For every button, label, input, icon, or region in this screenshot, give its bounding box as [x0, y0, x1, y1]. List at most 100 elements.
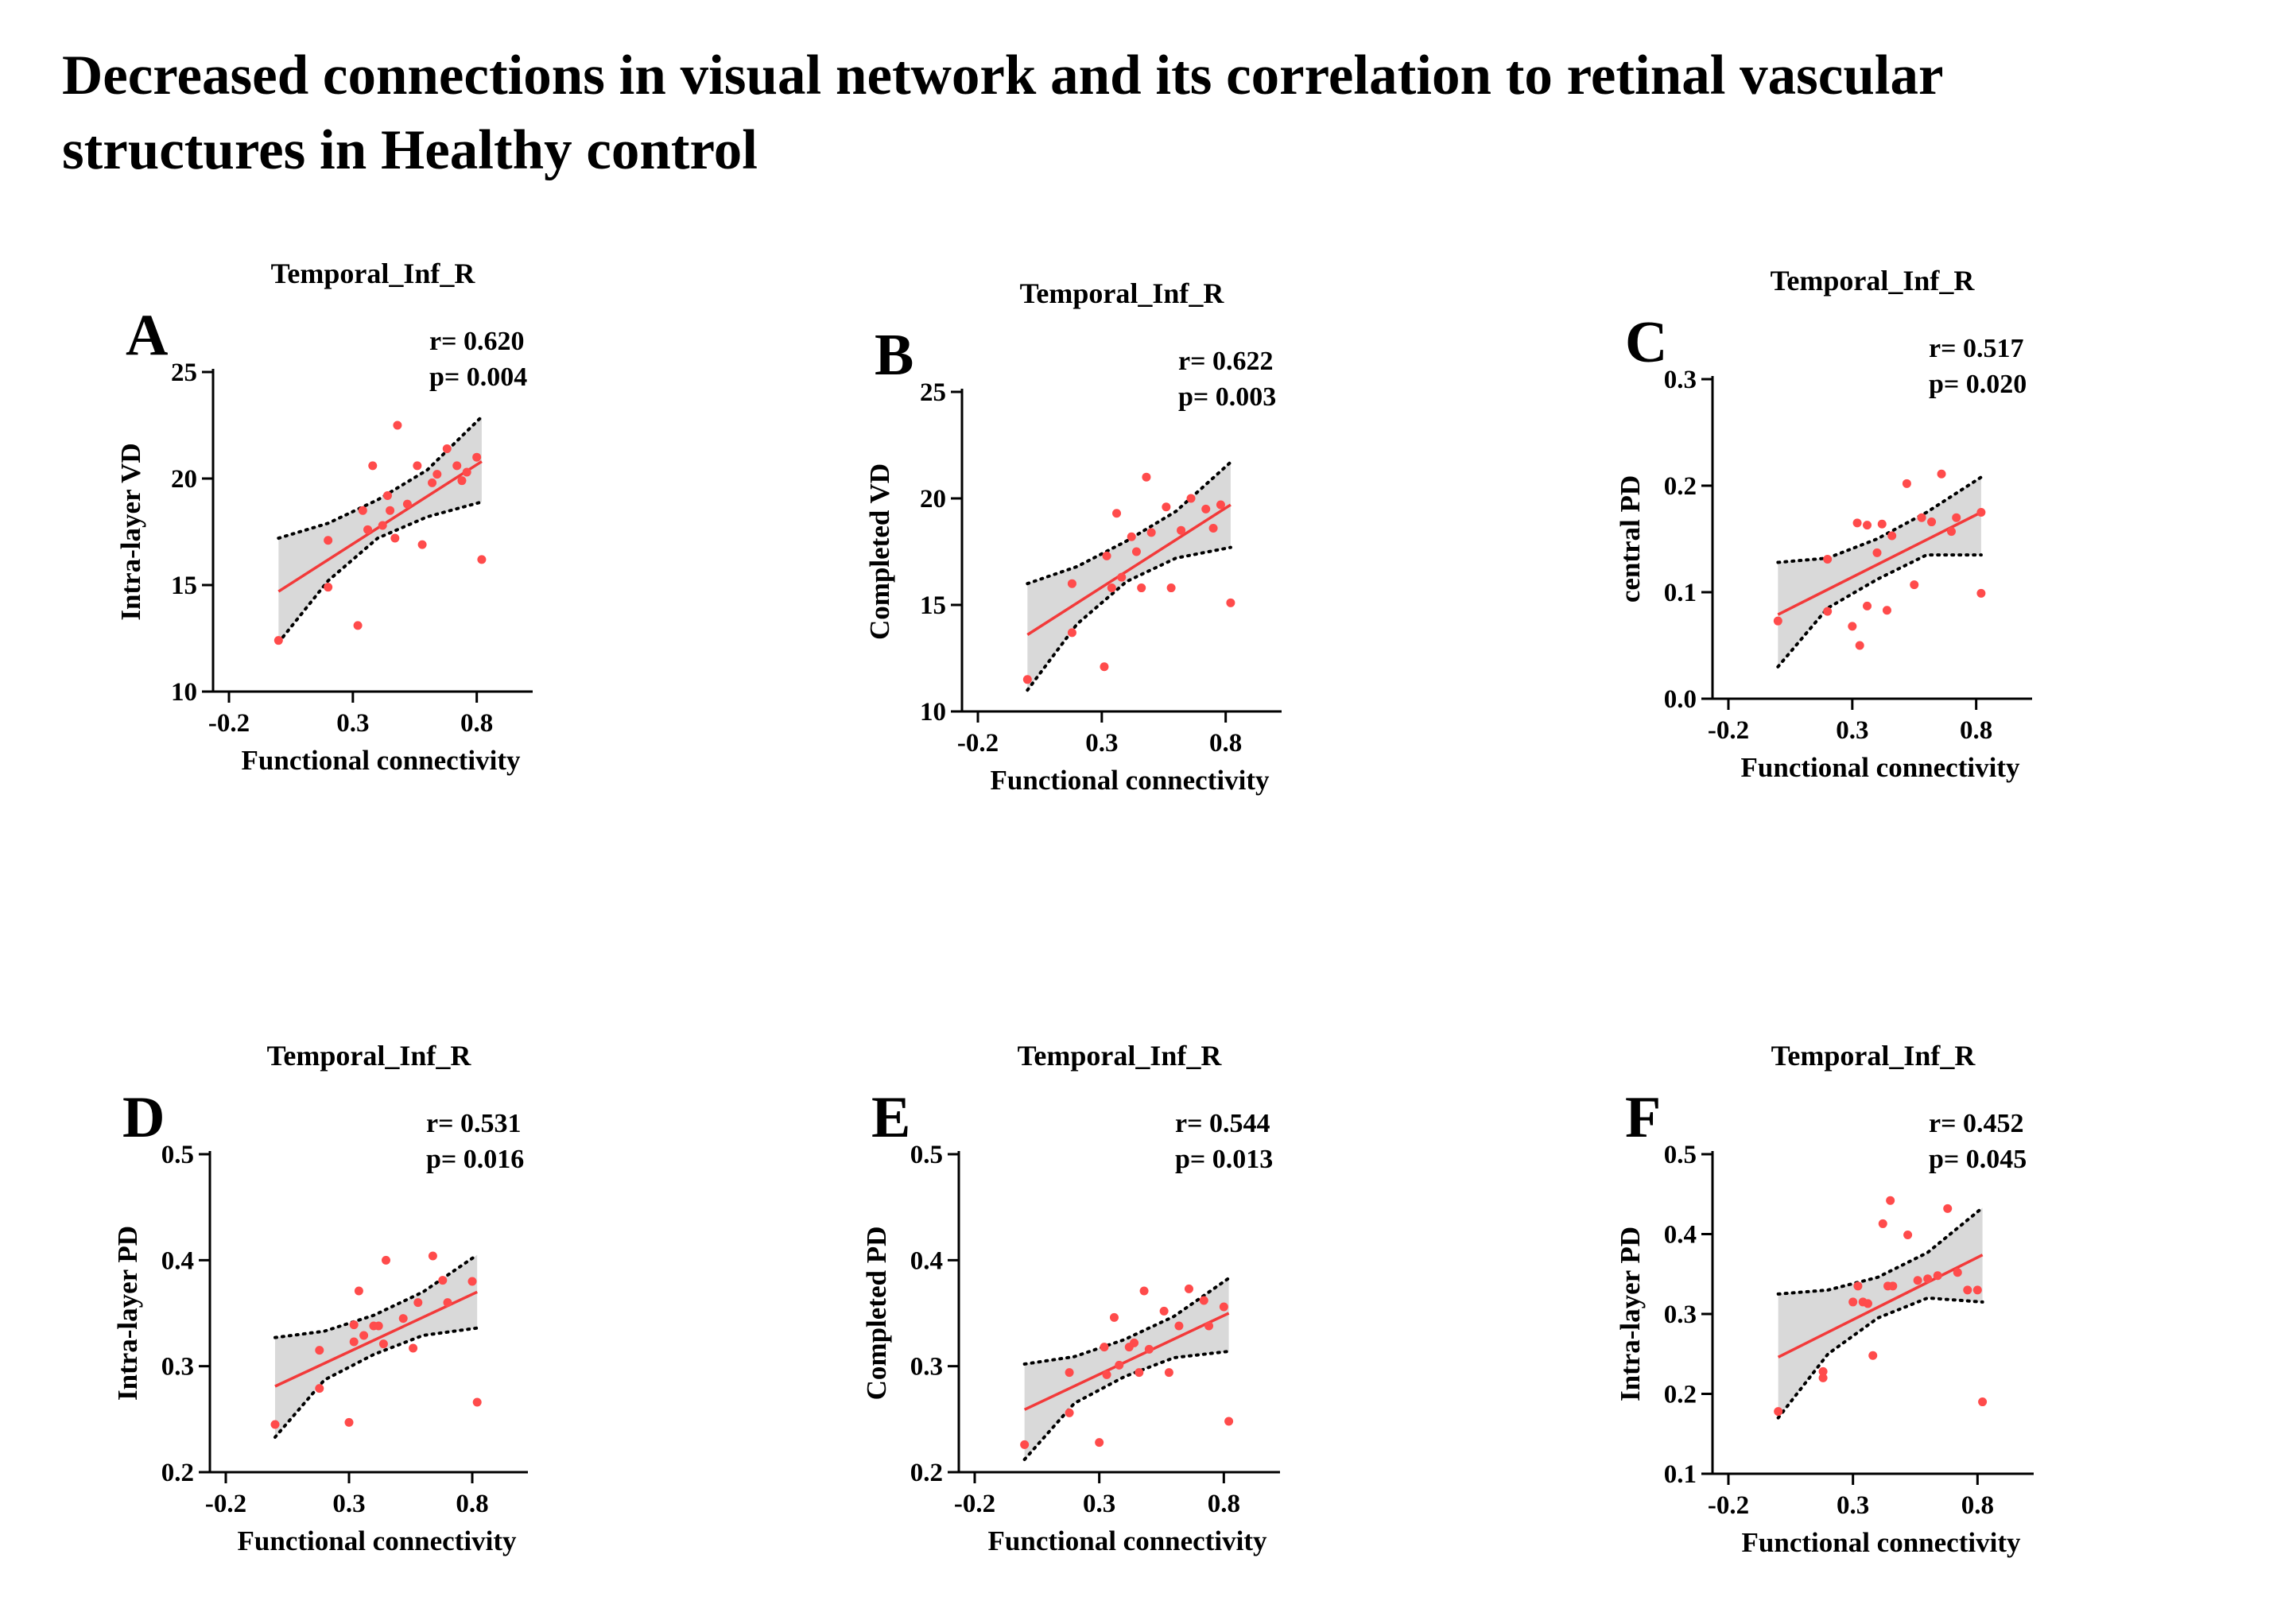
panel-a-data-point — [324, 536, 333, 545]
panel-e-regression-line — [1023, 1312, 1230, 1411]
panel-d-data-point — [472, 1397, 482, 1407]
panel-d-x-tick-label: -0.2 — [205, 1490, 246, 1518]
panel-b-data-point — [1201, 504, 1211, 514]
panel-f-data-point — [1868, 1351, 1878, 1360]
panel-b-y-axis-label: Completed VD — [864, 463, 895, 640]
panel-e-data-point — [1095, 1438, 1104, 1448]
panel-a-data-point — [472, 452, 482, 462]
panel-c-data-point — [1848, 622, 1857, 631]
panel-d-data-point — [344, 1417, 354, 1427]
panel-c-x-tick-label: 0.8 — [1960, 716, 1992, 745]
panel-b-data-point — [1137, 583, 1146, 593]
panel-a-band-upper-line — [277, 415, 483, 541]
panel-e-data-point — [1115, 1360, 1124, 1370]
panel-f-data-point — [1848, 1297, 1858, 1307]
panel-d-data-point — [315, 1346, 324, 1355]
panel-b-title: Temporal_Inf_R — [1020, 277, 1225, 309]
panel-b-data-point — [1166, 583, 1176, 593]
chart-panel-f: 0.1 0.2 0.3 0.4 0.5 -0.2 0.3 0.8 Functional conn… — [1615, 1040, 2034, 1558]
panel-d-data-point — [467, 1277, 477, 1286]
panel-d-letter: D — [122, 1085, 165, 1150]
panel-f-data-point — [1943, 1203, 1953, 1213]
panel-a-data-point — [378, 521, 387, 530]
panel-b-data-point — [1208, 524, 1218, 533]
panel-a-y-tick-label: 10 — [171, 678, 197, 707]
panel-a-data-point — [353, 621, 363, 630]
panel-c-y-axis-label: central PD — [1615, 475, 1646, 603]
panel-c-data-point — [1863, 521, 1872, 530]
panel-b-data-point — [1067, 628, 1076, 638]
panel-b-data-point — [1127, 532, 1136, 541]
panel-f-x-tick-label: 0.3 — [1837, 1491, 1869, 1520]
panel-d-regression-line — [274, 1290, 478, 1388]
panel-f-confidence-band — [1778, 1207, 1983, 1418]
panel-f-y-tick-label: 0.5 — [1664, 1141, 1697, 1169]
panel-e-data-point — [1109, 1312, 1119, 1322]
panel-e-x-tick-label: 0.8 — [1208, 1490, 1240, 1518]
panel-a-data-point — [324, 583, 333, 592]
panel-c-data-point — [1902, 479, 1911, 488]
panel-b-data-point — [1131, 547, 1141, 556]
panel-c-x-tick-label: 0.3 — [1836, 716, 1868, 745]
panel-f-data-point — [1863, 1299, 1872, 1308]
panel-c-data-point — [1927, 517, 1937, 527]
panel-c-data-point — [1852, 518, 1862, 528]
panel-e-data-point — [1164, 1368, 1173, 1378]
panel-b-data-point — [1112, 509, 1122, 518]
panel-c-data-point — [1917, 513, 1926, 522]
panel-c-letter: C — [1625, 310, 1667, 375]
panel-b-y-tick-label: 25 — [920, 378, 946, 407]
panel-d-x-tick-label: 0.3 — [332, 1490, 365, 1518]
panel-a-x-tick-label: 0.3 — [336, 709, 369, 738]
panel-c-y-tick-label: 0.3 — [1664, 366, 1697, 394]
panel-f-data-point — [1963, 1285, 1972, 1295]
panel-c-data-point — [1823, 554, 1833, 564]
panel-c-y-tick-label: 0.2 — [1664, 472, 1697, 501]
panel-e-data-point — [1130, 1338, 1139, 1347]
panel-f-data-point — [1913, 1276, 1922, 1285]
panel-c-data-point — [1937, 469, 1946, 479]
panel-f-title: Temporal_Inf_R — [1771, 1040, 1976, 1072]
panel-d-data-point — [349, 1320, 359, 1330]
panel-b-band-upper-line — [1026, 460, 1232, 586]
panel-b-x-tick-label: 0.3 — [1085, 729, 1118, 758]
panel-e-data-point — [1065, 1408, 1074, 1417]
panel-e-title: Temporal_Inf_R — [1018, 1040, 1223, 1072]
panel-e-x-tick-label: -0.2 — [954, 1490, 995, 1518]
panel-a-data-point — [386, 506, 395, 515]
panel-f-regression-line — [1777, 1254, 1984, 1359]
panel-f-y-axis-label: Intra-layer PD — [1615, 1227, 1646, 1401]
panel-b-x-axis-label: Functional connectivity — [991, 765, 1270, 796]
panel-e-y-tick-label: 0.2 — [910, 1459, 943, 1487]
panel-d-data-point — [438, 1276, 448, 1285]
panel-c-p-value: p= 0.020 — [1929, 370, 2027, 399]
panel-c-band-lower-line — [1776, 553, 1983, 669]
panel-b-data-point — [1216, 500, 1225, 510]
chart-panel-e: 0.2 0.3 0.4 0.5 -0.2 0.3 0.8 Functional connect… — [861, 1040, 1280, 1556]
panel-d-data-point — [359, 1331, 369, 1340]
panel-f-x-tick-label: -0.2 — [1708, 1491, 1749, 1520]
panel-e-p-value: p= 0.013 — [1175, 1145, 1273, 1174]
panel-f-data-point — [1933, 1271, 1942, 1281]
panel-c-confidence-band — [1778, 477, 1981, 667]
panel-a-data-point — [457, 476, 467, 486]
panel-f-data-point — [1818, 1373, 1828, 1382]
panel-c-data-point — [1855, 641, 1864, 650]
panel-e-y-tick-label: 0.5 — [910, 1141, 943, 1169]
figure-title-line-1: Decreased connections in visual network … — [62, 45, 1944, 107]
panel-f-data-point — [1886, 1196, 1895, 1205]
chart-panel-d: 0.2 0.3 0.4 0.5 -0.2 0.3 0.8 Functional connect… — [112, 1040, 528, 1556]
panel-a-confidence-band — [278, 417, 482, 643]
panel-b-y-tick-label: 20 — [920, 485, 946, 514]
panel-a-data-point — [462, 467, 471, 477]
panel-c-data-point — [1872, 548, 1882, 557]
chart-panel-c: 0.0 0.1 0.2 0.3 -0.2 0.3 0.8 Functional connect… — [1615, 265, 2032, 783]
panel-b-data-point — [1142, 472, 1151, 482]
panel-f-letter: F — [1625, 1085, 1661, 1150]
panel-a-y-tick-label: 25 — [171, 359, 197, 387]
panel-d-band-lower-line — [273, 1326, 479, 1439]
panel-c-data-point — [1882, 606, 1891, 615]
chart-panel-b: 10 15 20 25 -0.2 0.3 0.8 Functional connectivit… — [864, 277, 1282, 796]
panel-b-x-tick-label: -0.2 — [957, 729, 999, 758]
panel-b-y-tick-label: 15 — [920, 591, 946, 620]
